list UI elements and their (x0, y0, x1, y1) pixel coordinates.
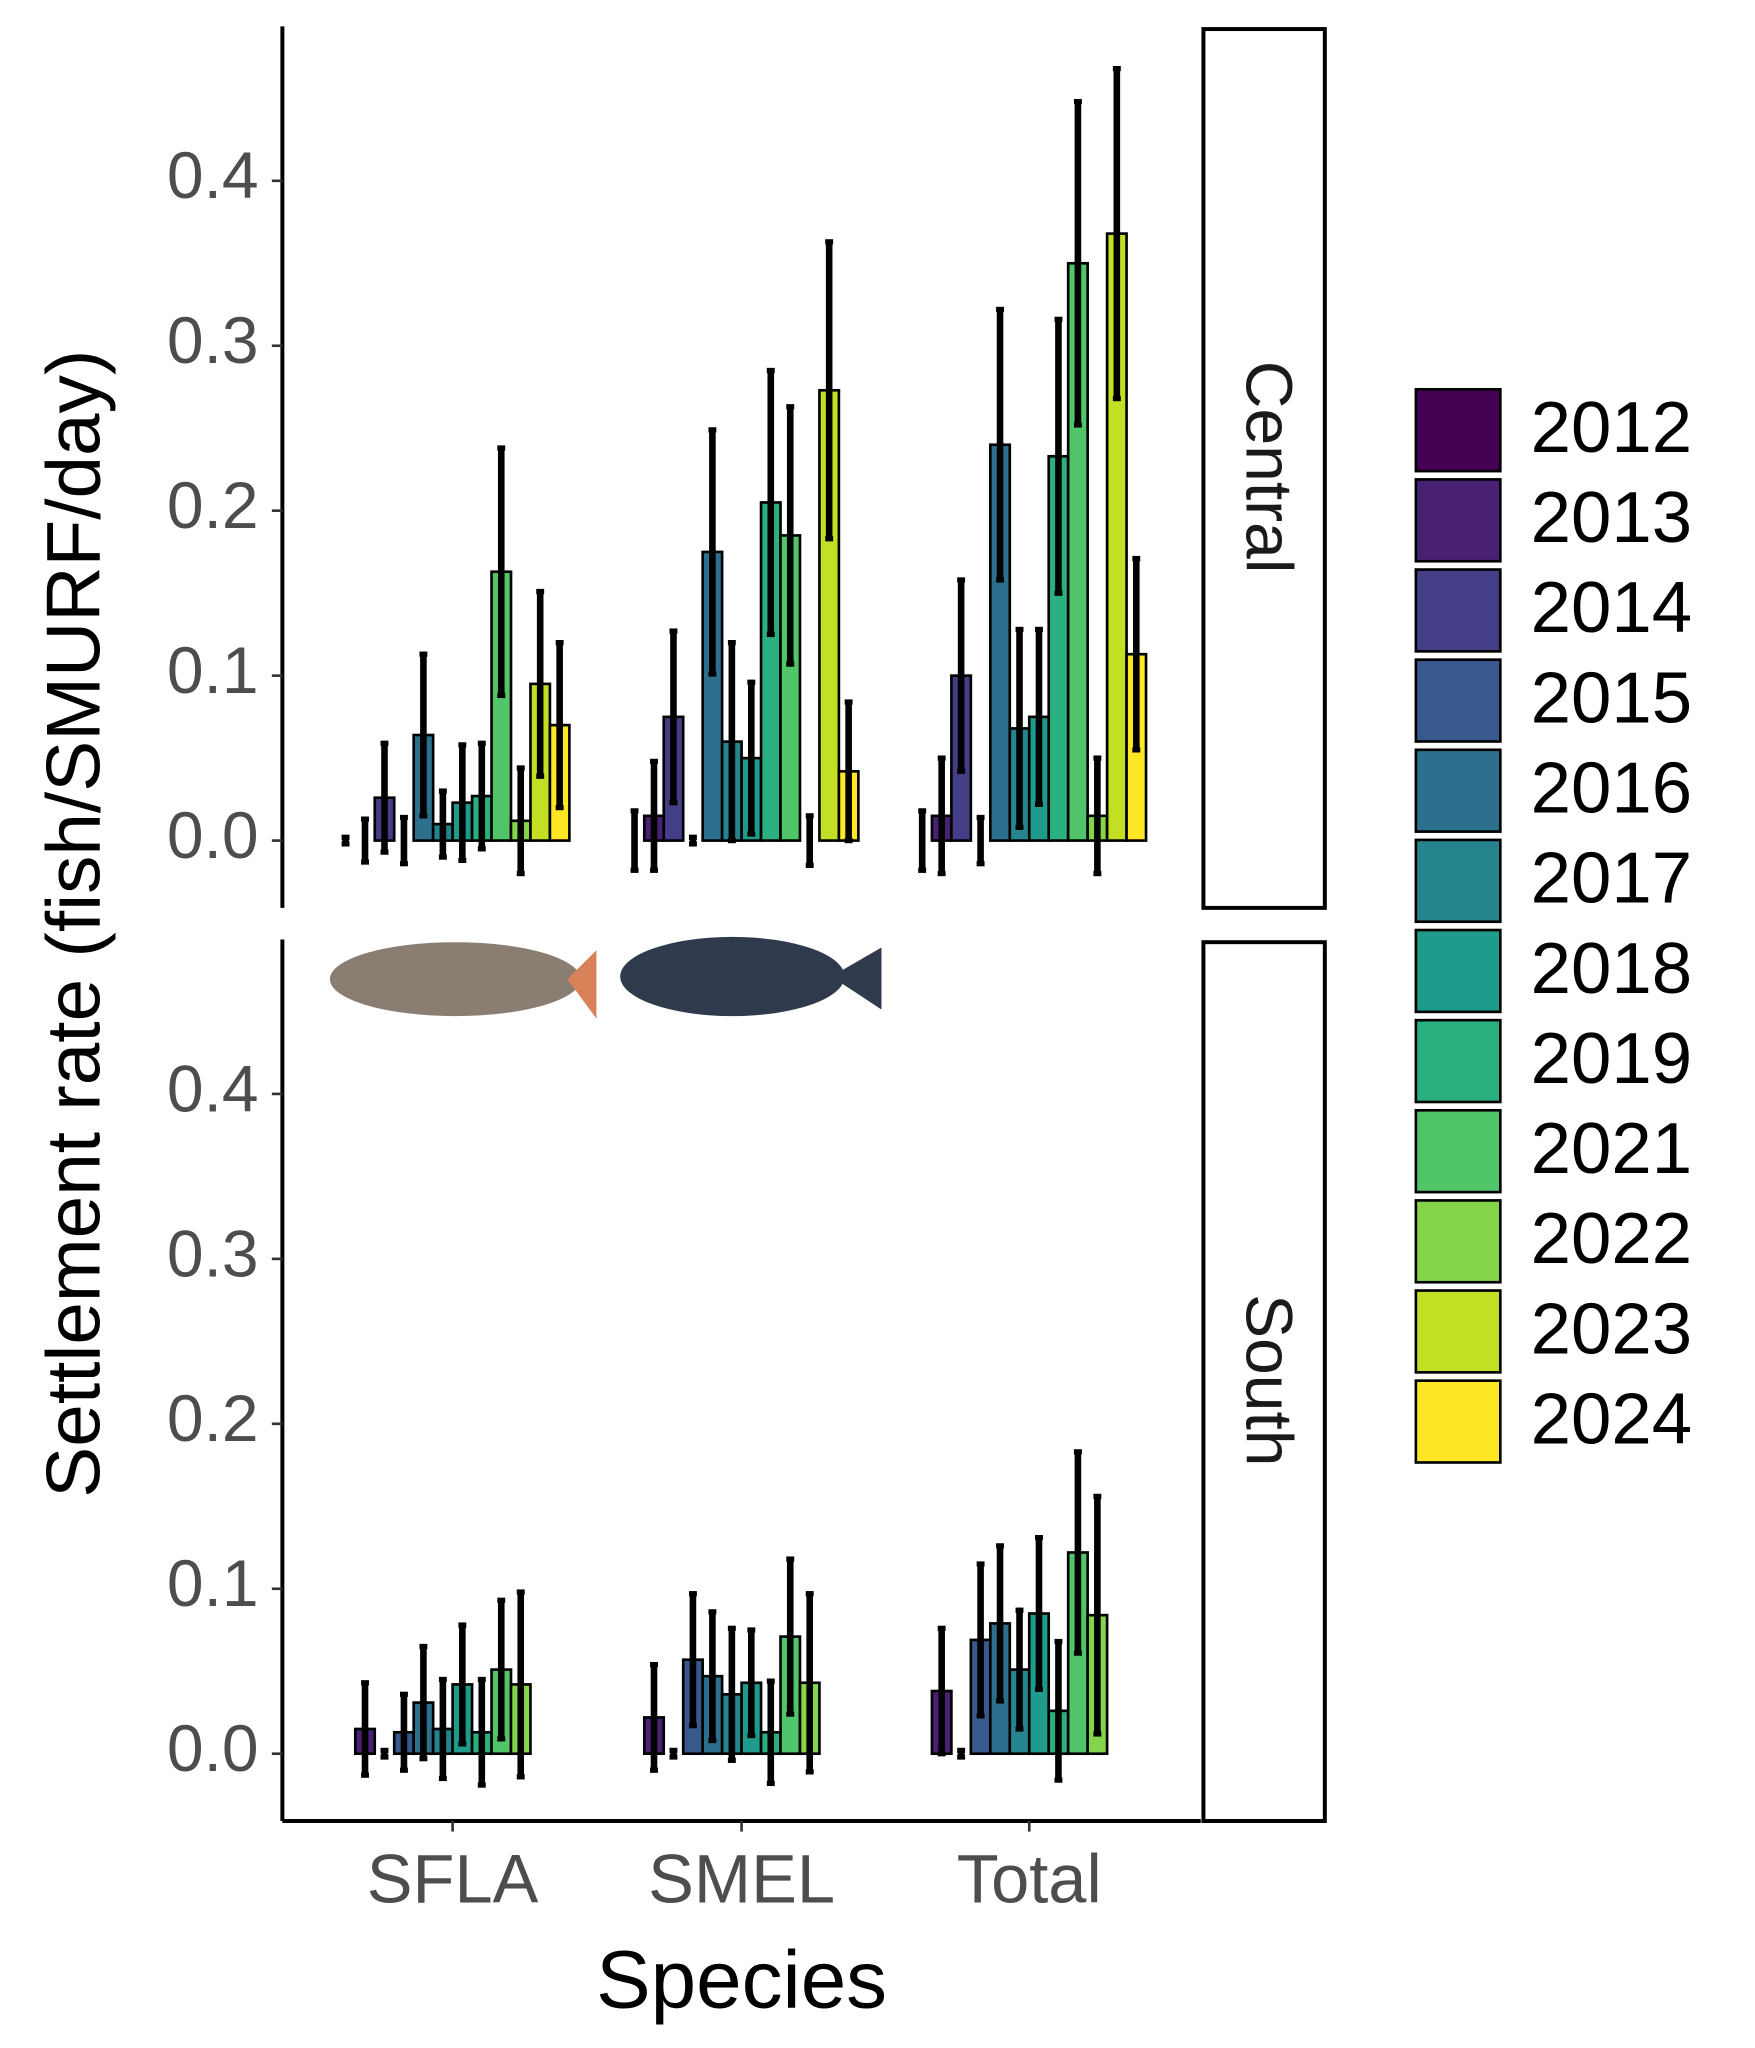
y-tick-label: 0.1 (167, 1546, 259, 1620)
legend-label: 2021 (1531, 1108, 1692, 1189)
legend-label: 2018 (1531, 928, 1692, 1009)
legend-key (1414, 1108, 1502, 1194)
y-tick-label: 0.4 (167, 1051, 259, 1125)
fish-smel (620, 936, 845, 1017)
fish-smel-tail (831, 947, 882, 1010)
fish-sfla-tail (567, 950, 597, 1019)
legend-key (1414, 478, 1502, 563)
legend-label: 2024 (1531, 1378, 1692, 1459)
fish-sfla (329, 942, 581, 1017)
y-tick-label: 0.2 (167, 468, 259, 542)
y-tick-label: 0.3 (167, 303, 259, 377)
strip-box (1201, 940, 1327, 1823)
y-tick-label: 0.1 (167, 633, 259, 707)
fish-illustrations (329, 936, 882, 1019)
x-axis-label: Species (596, 1935, 887, 2026)
legend-key (1414, 928, 1502, 1014)
legend-label: 2014 (1531, 567, 1692, 648)
strip-label: Central (1233, 361, 1307, 574)
legend-label: 2017 (1531, 838, 1692, 919)
y-tick-label: 0.0 (167, 798, 259, 872)
legend-label: 2022 (1531, 1198, 1692, 1279)
legend-label: 2019 (1531, 1018, 1692, 1099)
x-tick-label: Total (957, 1840, 1102, 1917)
x-tick-label: SMEL (648, 1840, 835, 1917)
legend-key (1414, 1289, 1502, 1374)
legend-key (1414, 748, 1502, 833)
x-tick-label: SFLA (367, 1840, 539, 1917)
legend-key (1414, 1379, 1502, 1464)
strip-box (1201, 27, 1327, 910)
legend-key (1414, 387, 1502, 473)
legend-key (1414, 838, 1502, 924)
legend-label: 2013 (1531, 477, 1692, 558)
y-tick-label: 0.4 (167, 138, 259, 212)
legend-key (1414, 568, 1502, 653)
legend-label: 2023 (1531, 1288, 1692, 1369)
y-tick-label: 0.0 (167, 1711, 259, 1785)
y-tick-label: 0.2 (167, 1381, 259, 1455)
legend-label: 2015 (1531, 657, 1692, 738)
y-axis-label: Settlement rate (fish/SMURF/day) (31, 350, 116, 1498)
legend-label: 2012 (1531, 387, 1692, 468)
strip-label: South (1233, 1294, 1307, 1466)
legend-key (1414, 1018, 1502, 1104)
legend-key (1414, 658, 1502, 743)
legend-key (1414, 1199, 1502, 1284)
legend-label: 2016 (1531, 748, 1692, 829)
y-tick-label: 0.3 (167, 1216, 259, 1290)
